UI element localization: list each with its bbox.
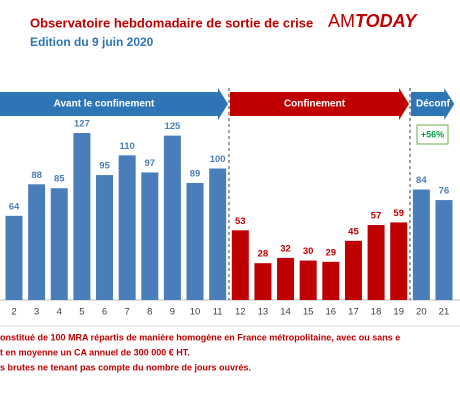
bar bbox=[118, 155, 136, 300]
x-tick-label: 5 bbox=[79, 307, 84, 318]
value-label: 45 bbox=[348, 226, 359, 237]
note: t en moyenne un CA annuel de 300 000 € H… bbox=[0, 347, 190, 357]
bar bbox=[50, 188, 68, 300]
value-label: 53 bbox=[235, 216, 246, 227]
value-label: 110 bbox=[119, 141, 134, 152]
x-tick-label: 18 bbox=[371, 307, 382, 318]
bar bbox=[209, 168, 227, 300]
bar bbox=[73, 132, 91, 300]
bar bbox=[390, 222, 408, 300]
x-tick-label: 19 bbox=[393, 307, 404, 318]
value-label: 95 bbox=[99, 161, 110, 172]
bar bbox=[186, 182, 204, 300]
bar bbox=[344, 240, 362, 300]
x-tick-label: 15 bbox=[303, 307, 314, 318]
bar bbox=[367, 225, 385, 300]
logo: AMTODAY bbox=[328, 11, 418, 31]
bar bbox=[254, 263, 272, 300]
x-tick-label: 6 bbox=[102, 307, 107, 318]
bar bbox=[231, 230, 249, 300]
bar bbox=[141, 172, 159, 300]
bar bbox=[322, 261, 340, 300]
value-label: 76 bbox=[439, 186, 450, 197]
x-tick-label: 8 bbox=[147, 307, 152, 318]
bar bbox=[412, 189, 430, 300]
x-tick-label: 7 bbox=[125, 307, 130, 318]
period-arrow bbox=[411, 88, 455, 120]
chart-subtitle: Edition du 9 juin 2020 bbox=[30, 35, 154, 49]
bar bbox=[299, 260, 317, 300]
value-label: 64 bbox=[9, 201, 20, 212]
value-label: 88 bbox=[31, 170, 42, 181]
x-tick-label: 13 bbox=[258, 307, 269, 318]
x-tick-label: 10 bbox=[190, 307, 201, 318]
value-label: 28 bbox=[258, 249, 269, 260]
x-tick-label: 14 bbox=[280, 307, 291, 318]
value-label: 127 bbox=[74, 119, 90, 130]
bar bbox=[435, 200, 453, 300]
period-label: Confinement bbox=[284, 99, 346, 110]
value-label: 89 bbox=[190, 168, 201, 179]
x-tick-label: 12 bbox=[235, 307, 246, 318]
value-label: 29 bbox=[326, 247, 337, 258]
x-tick-label: 20 bbox=[416, 307, 427, 318]
note: onstitué de 100 MRA répartis de manière … bbox=[0, 332, 400, 342]
x-tick-label: 11 bbox=[213, 307, 223, 318]
x-tick-label: 9 bbox=[170, 307, 175, 318]
x-tick-label: 21 bbox=[439, 307, 450, 318]
notes: onstitué de 100 MRA répartis de manière … bbox=[0, 332, 400, 372]
period-label: Avant le confinement bbox=[54, 99, 155, 110]
x-tick-label: 4 bbox=[57, 307, 62, 318]
value-label: 32 bbox=[280, 243, 291, 254]
bar bbox=[96, 175, 114, 300]
period-arrow bbox=[229, 88, 410, 120]
annotation-box bbox=[416, 124, 449, 145]
value-label: 57 bbox=[371, 211, 382, 222]
logo-part: TODAY bbox=[355, 11, 418, 31]
bar bbox=[5, 215, 23, 300]
value-label: 97 bbox=[144, 158, 155, 169]
chart-title: Observatoire hebdomadaire de sortie de c… bbox=[30, 15, 313, 30]
x-tick-label: 17 bbox=[348, 307, 359, 318]
value-label: 84 bbox=[416, 175, 427, 186]
bar bbox=[277, 257, 295, 300]
annotation: +56% bbox=[421, 129, 444, 139]
x-tick-label: 2 bbox=[11, 307, 16, 318]
x-tick-label: 3 bbox=[34, 307, 39, 318]
x-tick-label: 16 bbox=[326, 307, 337, 318]
period-arrow bbox=[0, 88, 228, 120]
value-label: 59 bbox=[393, 208, 404, 219]
value-label: 30 bbox=[303, 246, 314, 257]
period-label: Déconf bbox=[416, 99, 451, 110]
note: s brutes ne tenant pas compte du nombre … bbox=[0, 362, 251, 372]
value-label: 100 bbox=[210, 154, 226, 165]
value-label: 85 bbox=[54, 174, 65, 185]
value-label: 125 bbox=[164, 121, 181, 132]
logo-part: AM bbox=[328, 11, 355, 31]
bar bbox=[28, 184, 46, 300]
bar bbox=[163, 135, 181, 300]
